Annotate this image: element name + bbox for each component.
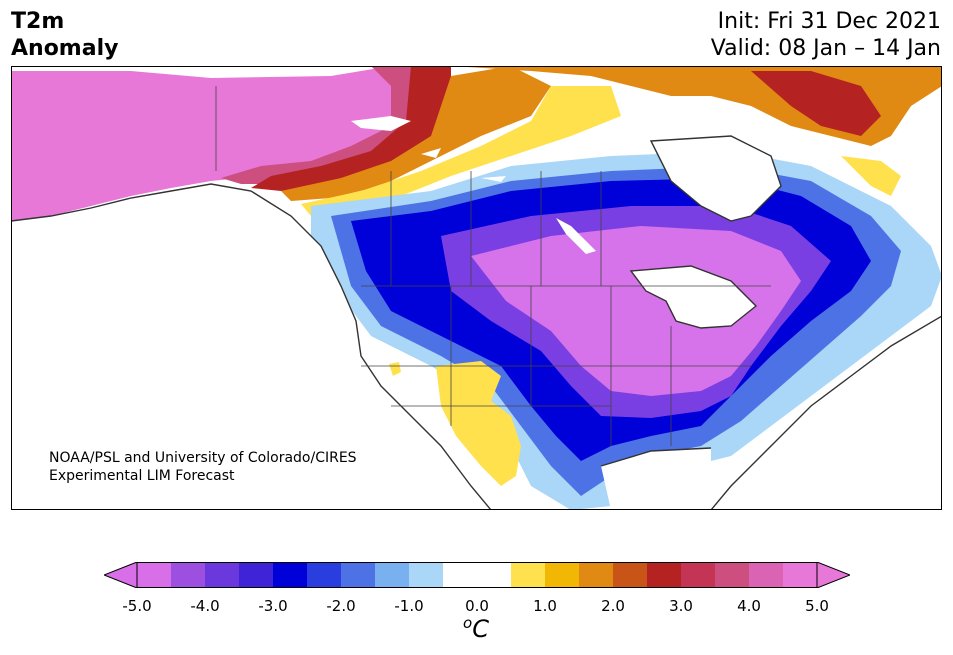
credit-line-2: Experimental LIM Forecast bbox=[49, 468, 235, 484]
unit-letter: C bbox=[472, 615, 489, 643]
forecast-dates: Init: Fri 31 Dec 2021 Valid: 08 Jan – 14… bbox=[711, 8, 941, 62]
colorbar-segment bbox=[171, 562, 206, 588]
colorbar-segment bbox=[613, 562, 648, 588]
colorbar-tick-label: 1.0 bbox=[533, 597, 557, 615]
political-borders bbox=[215, 86, 771, 446]
colorbar-tick-label: -2.0 bbox=[326, 597, 356, 615]
colorbar-segment bbox=[715, 562, 750, 588]
colorbar-tick-label: -4.0 bbox=[190, 597, 220, 615]
canada-yellow-band bbox=[301, 86, 621, 216]
map-title: T2m Anomaly bbox=[11, 8, 118, 62]
title-line-1: T2m bbox=[11, 9, 65, 34]
gulf-of-mexico bbox=[601, 448, 711, 510]
init-date: Init: Fri 31 Dec 2021 bbox=[717, 9, 941, 34]
colorbar-tick-label: -5.0 bbox=[122, 597, 152, 615]
colorbar-segment bbox=[307, 562, 342, 588]
colorbar-segment bbox=[273, 562, 308, 588]
colorbar-segment bbox=[205, 562, 240, 588]
colorbar-segment bbox=[749, 562, 784, 588]
colorbar bbox=[104, 562, 850, 588]
colorbar-segment bbox=[409, 562, 444, 588]
colorbar-segment bbox=[137, 562, 172, 588]
arctic-islands-red bbox=[751, 71, 881, 136]
colorbar-segment bbox=[579, 562, 614, 588]
colorbar-segment bbox=[341, 562, 376, 588]
colorbar-segment bbox=[545, 562, 580, 588]
yukon-orange-band bbox=[281, 66, 551, 201]
colorbar-segment bbox=[477, 562, 512, 588]
colorbar-tick-label: 2.0 bbox=[601, 597, 625, 615]
coastlines bbox=[11, 135, 942, 510]
colorbar-segment bbox=[375, 562, 410, 588]
colorbar-segment bbox=[511, 562, 546, 588]
atlantic-ocean bbox=[711, 316, 942, 510]
colorbar-segment bbox=[681, 562, 716, 588]
degree-symbol: o bbox=[463, 614, 473, 632]
title-line-2: Anomaly bbox=[11, 36, 119, 61]
colorbar-segment bbox=[443, 562, 478, 588]
colorbar-segment bbox=[783, 562, 818, 588]
great-slave-lake bbox=[421, 148, 441, 158]
mexico-warm-anomaly bbox=[436, 361, 521, 486]
lake-winnipeg bbox=[556, 218, 596, 254]
colorbar-tick-label: 5.0 bbox=[805, 597, 829, 615]
colorbar-tick-label: -1.0 bbox=[394, 597, 424, 615]
colorbar-tick-label: -3.0 bbox=[258, 597, 288, 615]
cold-strong-pink bbox=[471, 226, 801, 396]
colorbar-unit: oC bbox=[463, 614, 489, 643]
colorbar-segment bbox=[239, 562, 274, 588]
great-bear-lake bbox=[351, 116, 411, 131]
colorbar-tick-label: 4.0 bbox=[737, 597, 761, 615]
colorbar-extend-high bbox=[816, 562, 850, 588]
great-lakes bbox=[631, 266, 756, 328]
colorbar-tick-label: 0.0 bbox=[465, 597, 489, 615]
colorbar-tick-label: 3.0 bbox=[669, 597, 693, 615]
colorbar-segment bbox=[647, 562, 682, 588]
alaska-warm-anomaly bbox=[11, 66, 411, 221]
colorbar-extend-low bbox=[104, 562, 138, 588]
colorbar-frame bbox=[136, 562, 818, 588]
credit-line-1: NOAA/PSL and University of Colorado/CIRE… bbox=[49, 450, 357, 466]
lake-athabasca bbox=[481, 176, 506, 182]
valid-date: Valid: 08 Jan – 14 Jan bbox=[710, 36, 941, 61]
greenland-yellow bbox=[841, 156, 901, 196]
map-credit: NOAA/PSL and University of Colorado/CIRE… bbox=[49, 449, 357, 485]
hudson-bay bbox=[651, 136, 781, 221]
pacific-ocean bbox=[11, 184, 491, 510]
baja-warm-anomaly bbox=[389, 362, 401, 376]
temperature-anomaly-map bbox=[11, 66, 942, 510]
